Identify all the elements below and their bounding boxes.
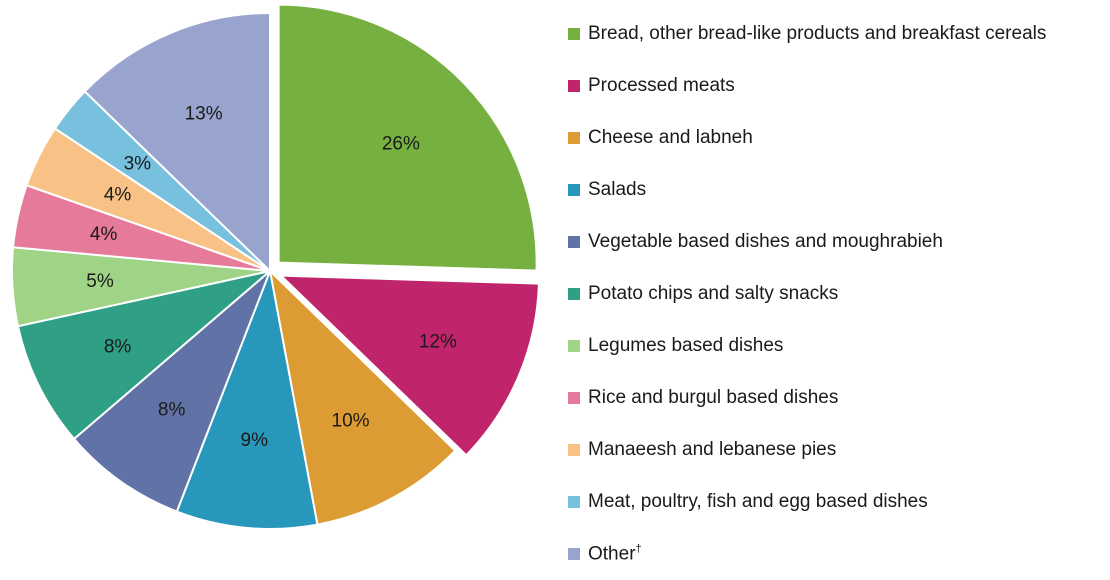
legend-label-text: Meat, poultry, fish and egg based dishes: [588, 491, 928, 512]
slice-value-label-processed-meats: 12%: [419, 332, 457, 353]
legend-label-footnote-mark: †: [635, 542, 642, 555]
legend-item-meat-poultry-fish-and-egg-based-dishes: Meat, poultry, fish and egg based dishes: [568, 476, 1046, 528]
legend-label: Salads: [588, 179, 646, 201]
legend-swatch: [568, 236, 580, 248]
pie-slice-vegetable-based-dishes-and-moughrabieh: [72, 270, 271, 513]
chart-legend: Bread, other bread-like products and bre…: [568, 8, 1046, 580]
slice-value-label-potato-chips-and-salty-snacks: 8%: [104, 336, 132, 357]
legend-label-text: Rice and burgul based dishes: [588, 387, 839, 408]
legend-label-text: Cheese and labneh: [588, 127, 753, 148]
legend-swatch: [568, 496, 580, 508]
slice-value-label-other: 13%: [185, 104, 223, 125]
legend-label: Rice and burgul based dishes: [588, 387, 838, 409]
legend-item-other: Other†: [568, 528, 1046, 580]
legend-label-text: Processed meats: [588, 75, 735, 96]
legend-item-legumes-based-dishes: Legumes based dishes: [568, 320, 1046, 372]
legend-item-manaeesh-and-lebanese-pies: Manaeesh and lebanese pies: [568, 424, 1046, 476]
pie-slice-bread-other-bread-like-products-and-breakfast-cereals: [277, 3, 538, 272]
legend-label: Processed meats: [588, 75, 735, 97]
legend-swatch: [568, 80, 580, 92]
legend-label-text: Salads: [588, 179, 647, 200]
legend-label: Cheese and labneh: [588, 127, 753, 149]
legend-swatch: [568, 444, 580, 456]
legend-item-vegetable-based-dishes-and-moughrabieh: Vegetable based dishes and moughrabieh: [568, 216, 1046, 268]
legend-item-rice-and-burgul-based-dishes: Rice and burgul based dishes: [568, 372, 1046, 424]
pie-slice-other: [83, 11, 271, 274]
legend-item-bread-other-bread-like-products-and-breakfast-cereals: Bread, other bread-like products and bre…: [568, 8, 1046, 60]
pie-slice-salads: [175, 267, 319, 530]
slice-value-label-legumes-based-dishes: 5%: [86, 271, 114, 292]
pie-chart: 26% 12% 10% 9% 8% 8% 5% 4% 4% 3% 13%: [11, 3, 540, 530]
slice-value-label-rice-and-burgul-based-dishes: 4%: [90, 224, 118, 245]
legend-label: Potato chips and salty snacks: [588, 283, 838, 305]
legend-item-potato-chips-and-salty-snacks: Potato chips and salty snacks: [568, 268, 1046, 320]
legend-label-text: Legumes based dishes: [588, 335, 784, 356]
slice-value-label-meat-poultry-fish-and-egg-based-dishes: 3%: [124, 154, 152, 175]
legend-swatch: [568, 288, 580, 300]
legend-swatch: [568, 132, 580, 144]
pie-slice-cheese-and-labneh: [268, 268, 457, 526]
legend-label-text: Other: [588, 543, 636, 565]
legend-label: Meat, poultry, fish and egg based dishes: [588, 491, 928, 513]
legend-item-salads: Salads: [568, 164, 1046, 216]
pie-slice-processed-meats: [278, 274, 540, 457]
legend-swatch: [568, 184, 580, 196]
legend-label-text: Bread, other bread-like products and bre…: [588, 23, 1047, 44]
slice-value-label-salads: 9%: [241, 430, 269, 451]
legend-swatch: [568, 340, 580, 352]
legend-item-processed-meats: Processed meats: [568, 60, 1046, 112]
slice-value-label-manaeesh-and-lebanese-pies: 4%: [104, 185, 132, 206]
legend-label-text: Manaeesh and lebanese pies: [588, 439, 837, 460]
legend-label: Legumes based dishes: [588, 335, 783, 357]
legend-label: Bread, other bread-like products and bre…: [588, 23, 1046, 45]
legend-label: Vegetable based dishes and moughrabieh: [588, 231, 943, 253]
legend-swatch: [568, 548, 580, 560]
slice-value-label-cheese-and-labneh: 10%: [332, 411, 370, 432]
legend-label: Manaeesh and lebanese pies: [588, 439, 836, 461]
legend-label-text: Potato chips and salty snacks: [588, 283, 839, 304]
slice-value-label-vegetable-based-dishes-and-moughrabieh: 8%: [158, 399, 186, 420]
legend-swatch: [568, 28, 580, 40]
legend-swatch: [568, 392, 580, 404]
legend-item-cheese-and-labneh: Cheese and labneh: [568, 112, 1046, 164]
slice-value-label-bread-other-bread-like-products-and-breakfast-cereals: 26%: [382, 134, 420, 155]
legend-label: Other†: [588, 543, 642, 565]
legend-label-text: Vegetable based dishes and moughrabieh: [588, 231, 943, 252]
